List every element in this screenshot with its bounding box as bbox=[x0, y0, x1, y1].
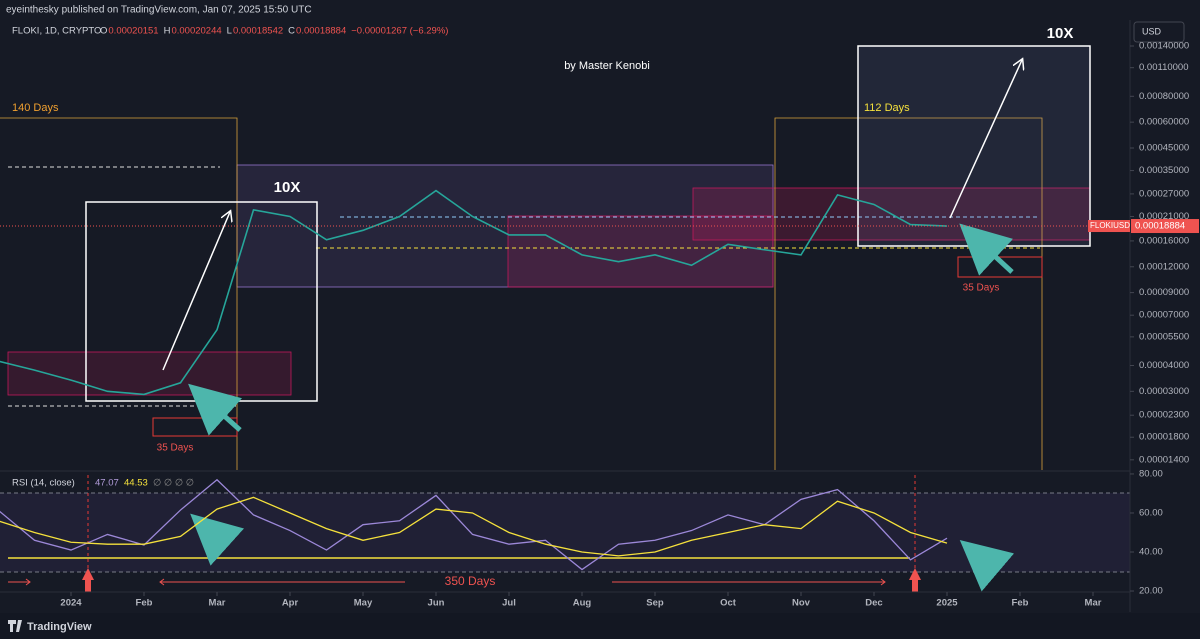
arrow bbox=[190, 513, 245, 566]
rsi-band bbox=[0, 493, 1130, 572]
x-tick-label: Dec bbox=[865, 598, 882, 609]
ohlc-value: 0.00020244 bbox=[171, 26, 221, 37]
y-tick-label: 0.00009000 bbox=[1139, 287, 1189, 298]
y-tick-label: 0.00012000 bbox=[1139, 261, 1189, 272]
rsi-readout: 44.53 bbox=[124, 478, 148, 489]
x-tick-label: 2024 bbox=[60, 598, 82, 609]
y-tick-label: 60.00 bbox=[1139, 507, 1163, 518]
x-tick-label: Mar bbox=[209, 598, 226, 609]
annotation: 35 Days bbox=[963, 283, 1000, 294]
range-box bbox=[7, 351, 292, 396]
arrow bbox=[959, 540, 1015, 592]
annotation: 350 Days bbox=[445, 574, 496, 588]
symbol-label: FLOKIUSD bbox=[1090, 221, 1130, 230]
x-tick-label: Nov bbox=[792, 598, 811, 609]
x-tick-label: Sep bbox=[646, 598, 664, 609]
y-tick-label: 0.00110000 bbox=[1139, 62, 1189, 73]
symbol: FLOKI, 1D, CRYPTO bbox=[12, 26, 101, 37]
y-tick-label: 0.00035000 bbox=[1139, 165, 1189, 176]
y-tick-label: 0.00080000 bbox=[1139, 91, 1189, 102]
y-tick-label: 0.00007000 bbox=[1139, 310, 1189, 321]
logo bbox=[8, 620, 22, 632]
y-tick-label: 0.00060000 bbox=[1139, 117, 1189, 128]
rsi-legend: RSI (14, close) 47.07 44.53 ∅ ∅ ∅ ∅ bbox=[12, 478, 194, 489]
ohlc-key: C bbox=[288, 26, 295, 37]
line bbox=[0, 189, 948, 396]
rsi-readout: ∅ ∅ ∅ ∅ bbox=[153, 478, 194, 489]
period-lines bbox=[0, 117, 1043, 470]
ohlc-key: O bbox=[100, 26, 107, 37]
x-tick-label: Jun bbox=[428, 598, 445, 609]
currency[interactable]: USD bbox=[1142, 26, 1162, 36]
x-tick-label: Oct bbox=[720, 598, 737, 609]
line bbox=[0, 496, 948, 557]
x-tick-label: Jul bbox=[502, 598, 516, 609]
currency-box[interactable] bbox=[1133, 21, 1185, 43]
y-tick-label: 40.00 bbox=[1139, 547, 1163, 558]
annotation: 10X bbox=[1047, 25, 1074, 42]
y-tick-label: 20.00 bbox=[1139, 586, 1163, 597]
span-arrows bbox=[8, 578, 886, 586]
annotation: 140 Days bbox=[12, 102, 59, 114]
annotation: 10X bbox=[274, 179, 301, 196]
x-tick-label: Feb bbox=[1012, 598, 1029, 609]
y-tick-label: 0.00003000 bbox=[1139, 386, 1189, 397]
symbol-label-bg bbox=[1088, 220, 1130, 233]
price-label-bg bbox=[1131, 219, 1199, 234]
y-tick-label: 0.00045000 bbox=[1139, 143, 1189, 154]
x-tick-label: Mar bbox=[1085, 598, 1102, 609]
x-tick-label: May bbox=[354, 598, 373, 609]
y-tick-label: 0.00027000 bbox=[1139, 188, 1189, 199]
ohlc-value: 0.00018542 bbox=[233, 26, 283, 37]
ohlc-value: 0.00020151 bbox=[108, 26, 158, 37]
x-tick-label: Feb bbox=[136, 598, 153, 609]
annotation: 112 Days bbox=[864, 102, 910, 114]
footer-bar bbox=[0, 613, 1200, 639]
x-tick-label: Apr bbox=[282, 598, 299, 609]
ohlc-value: −0.00001267 (−6.29%) bbox=[351, 26, 448, 37]
y-tick-label: 0.00002300 bbox=[1139, 410, 1189, 421]
y-tick-label: 0.00005500 bbox=[1139, 331, 1189, 342]
ohlc-key: H bbox=[164, 26, 171, 37]
annotation: by Master Kenobi bbox=[564, 60, 650, 72]
symbol-line: FLOKI, 1D, CRYPTO bbox=[12, 26, 101, 37]
published-line: eyeinthesky published on TradingView.com… bbox=[6, 5, 312, 16]
range-box bbox=[507, 215, 774, 288]
line bbox=[0, 478, 948, 571]
y-tick-label: 0.00001800 bbox=[1139, 432, 1189, 443]
y-tick-label: 0.00021000 bbox=[1139, 211, 1189, 222]
arrow bbox=[188, 383, 243, 436]
annotation: 35 Days bbox=[157, 443, 194, 454]
y-tick-label: 0.00004000 bbox=[1139, 360, 1189, 371]
y-tick-label: 0.00140000 bbox=[1139, 41, 1189, 52]
footer: TradingView bbox=[27, 621, 92, 633]
arrow bbox=[162, 212, 230, 371]
rsi-readout: 47.07 bbox=[95, 478, 119, 489]
box bbox=[857, 45, 1091, 247]
y-tick-label: 80.00 bbox=[1139, 468, 1163, 479]
price-label: 0.00018884 bbox=[1135, 221, 1185, 232]
x-tick-label: 2025 bbox=[936, 598, 958, 609]
ohlc-key: L bbox=[227, 26, 232, 37]
ohlc-value: 0.00018884 bbox=[296, 26, 346, 37]
arrow bbox=[959, 223, 1014, 276]
y-tick-label: 0.00001400 bbox=[1139, 454, 1189, 465]
rsi-title: RSI (14, close) bbox=[12, 478, 75, 489]
y-tick-label: 0.00016000 bbox=[1139, 235, 1189, 246]
arrow bbox=[949, 60, 1022, 219]
x-tick-label: Aug bbox=[573, 598, 592, 609]
